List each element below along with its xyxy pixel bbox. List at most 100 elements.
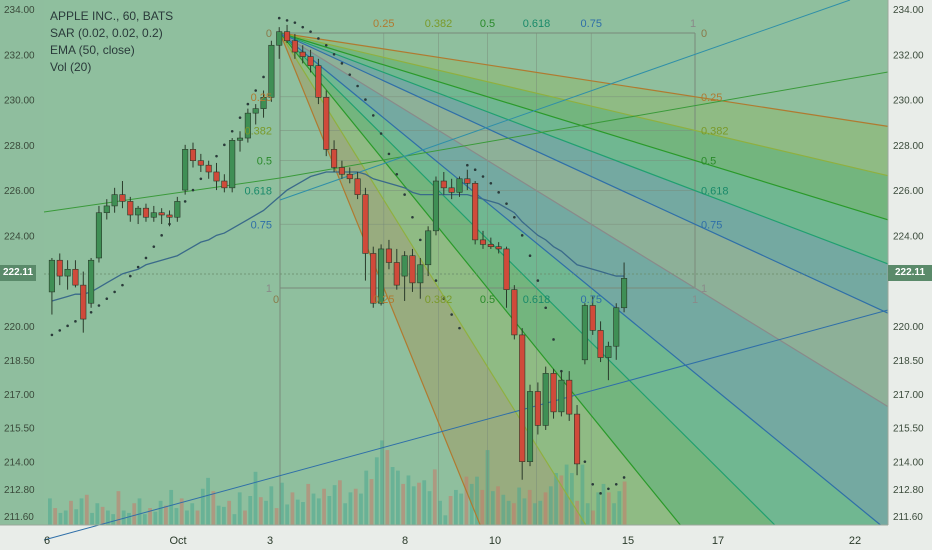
candle-down — [354, 178, 361, 195]
volume-bar — [53, 508, 58, 525]
sar-dot — [379, 132, 383, 135]
volume-bar — [295, 499, 300, 525]
sar-dot — [238, 116, 242, 119]
volume-bar — [148, 508, 152, 525]
volume-bar — [100, 506, 105, 525]
sar-dot — [50, 333, 54, 337]
volume-bar — [121, 510, 126, 525]
sar-dot — [152, 245, 156, 248]
volume-bar — [575, 500, 580, 525]
volume-bar — [396, 470, 400, 525]
price-tick-label-left: 212.80 — [4, 485, 35, 496]
price-tick-label-left: 226.00 — [4, 186, 35, 197]
candle-down — [472, 182, 479, 241]
candle-down — [464, 178, 471, 184]
candle-down — [142, 207, 150, 218]
volume-bar — [206, 477, 210, 525]
fan-fill-band — [280, 33, 888, 525]
volume-bar — [359, 493, 363, 525]
volume-bar — [506, 500, 511, 525]
candle-down — [197, 160, 204, 166]
volume-bar — [417, 482, 421, 525]
volume-bar — [174, 508, 179, 525]
sar-dots — [50, 16, 626, 495]
volume-bar — [364, 470, 369, 525]
sar-dot — [364, 98, 367, 101]
candle-up — [48, 259, 55, 293]
volume-bar — [617, 491, 622, 525]
time-tick-label: 17 — [712, 535, 724, 547]
candle-up — [401, 255, 408, 277]
sar-dot — [113, 290, 116, 294]
sar-dot — [191, 188, 195, 192]
volume-bar — [316, 498, 321, 525]
fan-ray-right-0.75 — [279, 32, 889, 314]
candle-up — [88, 259, 95, 304]
volume-bar — [533, 503, 537, 525]
volume-bar — [264, 500, 268, 525]
legend-sar[interactable]: SAR (0.02, 0.02, 0.2) — [50, 26, 163, 40]
volume-bar — [464, 476, 469, 525]
time-tick-label: 15 — [622, 535, 634, 547]
candle-up — [174, 201, 181, 218]
sar-dot — [356, 84, 359, 88]
volume-bar — [95, 503, 100, 525]
candle-up — [581, 305, 588, 361]
legend-vol[interactable]: Vol (20) — [50, 60, 92, 74]
volume-bar — [227, 500, 232, 525]
candle-down — [479, 239, 487, 245]
fan-label-left: 0.25 — [251, 92, 272, 104]
volume-bar — [301, 502, 305, 525]
volume-bar — [554, 473, 558, 525]
sar-dot — [324, 43, 328, 47]
candle-up — [182, 149, 189, 191]
volume-bar — [527, 489, 532, 525]
gann-fan-labels: 0.25 0.382 0.5 0.618 0.75 10 0.25 0.382 0.5 0.618… — [244, 18, 728, 306]
volume-bar — [438, 500, 442, 525]
sar-dot — [497, 191, 500, 194]
sar-dot — [230, 129, 234, 133]
ema-line — [51, 171, 625, 302]
price-tick-label-left: 232.00 — [4, 50, 35, 61]
sar-dot — [434, 279, 438, 282]
sar-dot — [622, 476, 626, 479]
candle-up — [95, 212, 102, 259]
fan-label-right: 0.5 — [701, 156, 716, 168]
volume-bar — [190, 503, 195, 525]
fan-ray-right-0.25 — [279, 32, 889, 127]
price-tick-label: 211.60 — [893, 512, 923, 523]
gann-fan-lines — [43, 0, 889, 541]
fan-label-left: 0.382 — [244, 125, 272, 137]
volume-bar — [306, 483, 311, 525]
sar-dot — [489, 181, 493, 185]
volume-bar — [211, 491, 216, 525]
trend-line-upper — [279, 71, 889, 179]
candle-down — [119, 194, 126, 202]
volume-bar — [169, 489, 174, 525]
candle-down — [495, 246, 502, 250]
volume-bar — [475, 476, 479, 525]
volume-bar — [327, 496, 332, 525]
candle-down — [385, 248, 392, 263]
fan-label-top: 1 — [690, 18, 696, 30]
volume-bar — [517, 487, 522, 525]
sar-dot — [340, 62, 344, 65]
price-tick-label-left: 217.00 — [4, 390, 35, 401]
volume-bar — [153, 511, 158, 525]
sar-dot — [552, 338, 555, 341]
volume-bar — [612, 503, 616, 525]
sar-dot — [58, 329, 62, 332]
volume-bar — [200, 488, 205, 525]
volume-bar — [48, 498, 52, 525]
candle-down — [323, 97, 330, 150]
volume-bar — [69, 500, 73, 525]
legend-ema[interactable]: EMA (50, close) — [50, 43, 135, 57]
price-tick-label: 220.00 — [893, 322, 924, 333]
candle-down — [299, 51, 306, 57]
sar-dot — [599, 492, 602, 495]
volume-bar — [490, 491, 495, 525]
legend-symbol[interactable]: APPLE INC., 60, BATS — [50, 9, 174, 23]
volume-bar — [290, 492, 295, 525]
